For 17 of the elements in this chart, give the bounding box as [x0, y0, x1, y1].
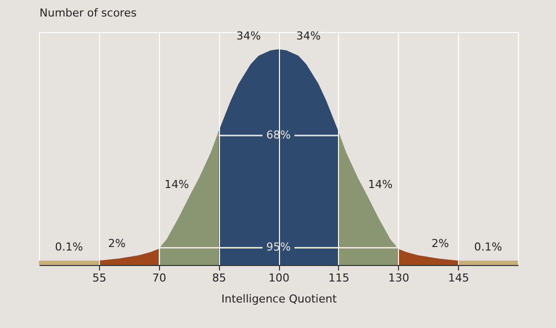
x-tick-label: 145 — [448, 272, 470, 284]
x-tick-label: 55 — [92, 272, 106, 284]
annotation: 2% — [108, 236, 126, 250]
y-axis-title: Number of scores — [40, 6, 137, 20]
text: 34% — [296, 29, 321, 42]
annotation: 0.1% — [54, 240, 83, 254]
annotation: 2% — [431, 236, 449, 250]
annotation: 14% — [164, 178, 189, 191]
annotation: 0.1% — [474, 240, 502, 254]
x-tick-label: 100 — [268, 272, 290, 284]
text: 34% — [236, 29, 261, 42]
x-tick-label: 115 — [328, 272, 350, 284]
x-tick-label: 85 — [212, 272, 226, 284]
annotation: 14% — [368, 178, 393, 191]
x-axis-title: Intelligence Quotient — [221, 292, 338, 306]
x-tick-label: 70 — [152, 272, 166, 284]
x-tick-label: 130 — [388, 272, 410, 284]
